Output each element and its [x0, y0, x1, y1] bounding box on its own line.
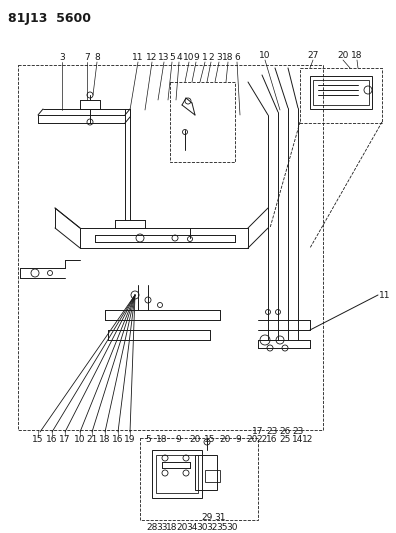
Text: 32: 32	[206, 523, 218, 532]
Text: 10: 10	[74, 435, 86, 445]
Text: 25: 25	[279, 435, 291, 445]
Text: 11: 11	[132, 53, 144, 62]
Bar	[18, 65, 323, 430]
Text: 10: 10	[183, 53, 195, 62]
Text: 15: 15	[32, 435, 44, 445]
Bar	[140, 438, 258, 520]
Bar	[195, 455, 217, 490]
Text: 35: 35	[216, 523, 228, 532]
Text: 20: 20	[219, 435, 231, 445]
Text: 23: 23	[292, 427, 304, 437]
Text: 9: 9	[193, 53, 199, 62]
Text: 29: 29	[201, 513, 213, 522]
Text: 13: 13	[158, 53, 170, 62]
Text: 6: 6	[234, 53, 240, 62]
Text: 30: 30	[226, 523, 238, 532]
Text: 17: 17	[252, 427, 264, 437]
Text: 1: 1	[202, 53, 208, 62]
Bar	[156, 455, 198, 493]
Text: 5: 5	[145, 435, 151, 445]
Text: 34: 34	[186, 523, 198, 532]
Text: 81J13  5600: 81J13 5600	[8, 12, 91, 25]
Text: 28: 28	[146, 523, 158, 532]
Text: 21: 21	[86, 435, 98, 445]
Text: 20: 20	[337, 52, 349, 61]
Text: 7: 7	[84, 53, 90, 62]
Text: 16: 16	[46, 435, 58, 445]
Text: 18: 18	[351, 52, 363, 61]
Text: 11: 11	[379, 290, 391, 300]
Text: 9: 9	[235, 435, 241, 445]
Text: 18: 18	[222, 53, 234, 62]
Text: 27: 27	[307, 52, 319, 61]
Text: 4: 4	[176, 53, 182, 62]
Text: 20: 20	[246, 435, 258, 445]
Text: 8: 8	[94, 53, 100, 62]
Text: 18: 18	[99, 435, 111, 445]
Bar	[313, 80, 369, 105]
Bar	[205, 470, 220, 482]
Text: 12: 12	[146, 53, 158, 62]
Text: 23: 23	[267, 427, 278, 437]
Text: 33: 33	[156, 523, 168, 532]
Text: 3: 3	[216, 53, 222, 62]
Text: 15: 15	[204, 435, 216, 445]
Text: 18: 18	[156, 435, 168, 445]
Text: 20: 20	[176, 523, 188, 532]
Text: 5: 5	[169, 53, 175, 62]
Bar	[300, 68, 382, 123]
Bar	[152, 450, 202, 498]
Text: 26: 26	[279, 427, 291, 437]
Text: 19: 19	[124, 435, 136, 445]
Text: 16: 16	[112, 435, 124, 445]
Text: 10: 10	[259, 52, 271, 61]
Text: 18: 18	[166, 523, 178, 532]
Text: 9: 9	[175, 435, 181, 445]
Text: 20: 20	[189, 435, 201, 445]
Bar	[170, 82, 235, 162]
Bar	[310, 76, 372, 109]
Text: 14: 14	[292, 435, 304, 445]
Text: 16: 16	[266, 435, 278, 445]
Text: 22: 22	[256, 435, 268, 445]
Text: 12: 12	[302, 435, 314, 445]
Text: 30: 30	[196, 523, 208, 532]
Text: 3: 3	[59, 53, 65, 62]
Text: 2: 2	[208, 53, 214, 62]
Text: 31: 31	[214, 513, 226, 522]
Text: 17: 17	[59, 435, 71, 445]
